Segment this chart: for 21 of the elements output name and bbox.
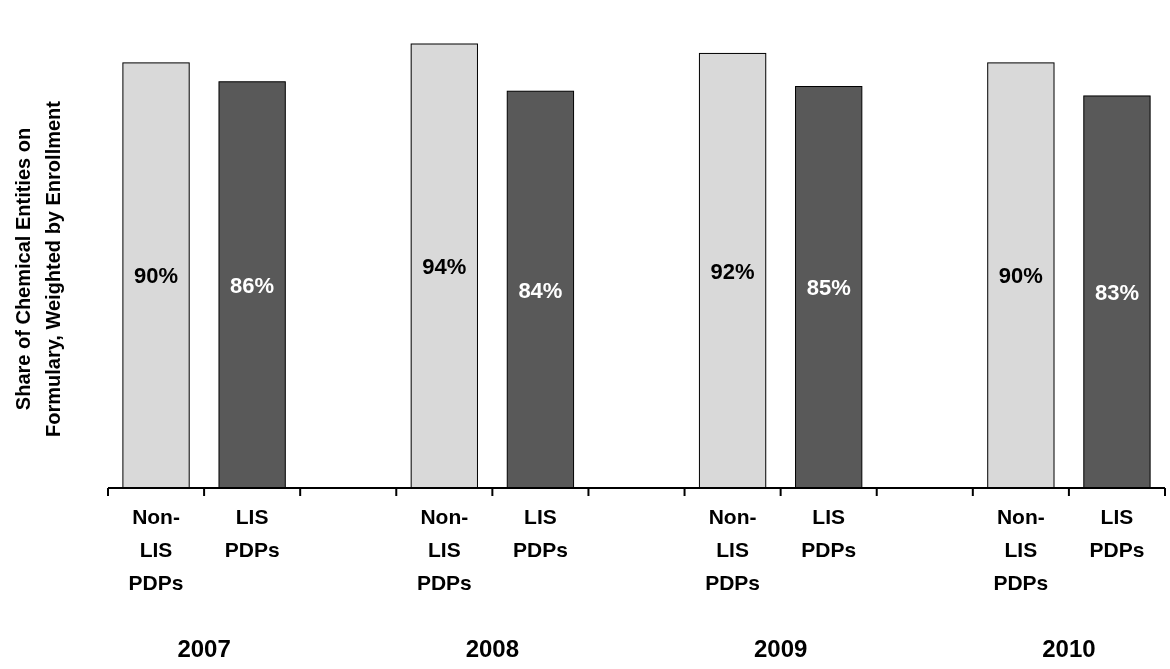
text: LIS PDPs xyxy=(801,505,857,561)
legend-label: Non-LIS PDPs xyxy=(128,505,184,594)
x-tick-label: 2008 xyxy=(465,635,520,662)
legend-label: LIS PDPs xyxy=(224,505,280,561)
data-label: 84% xyxy=(518,277,563,303)
data-label: 86% xyxy=(230,272,275,298)
text: Non-LIS PDPs xyxy=(705,505,761,594)
data-label: 83% xyxy=(1094,279,1139,305)
text: Non-LIS PDPs xyxy=(993,505,1049,594)
y-axis-title: Share of Chemical Entities on Formulary, Weighted by Enrollment xyxy=(12,100,64,437)
x-tick-label: 2009 xyxy=(753,635,808,662)
text: LIS PDPs xyxy=(512,505,568,561)
data-label: 90% xyxy=(998,263,1043,289)
data-label: 85% xyxy=(806,275,851,301)
data-label: 94% xyxy=(422,254,467,279)
data-label: 92% xyxy=(710,258,755,284)
data-label: 90% xyxy=(134,263,179,289)
text: Non-LIS PDPs xyxy=(416,505,472,594)
x-tick-label: 2010 xyxy=(1042,635,1096,662)
text: LIS PDPs xyxy=(1089,505,1145,561)
x-tick-label: 2007 xyxy=(177,635,231,662)
